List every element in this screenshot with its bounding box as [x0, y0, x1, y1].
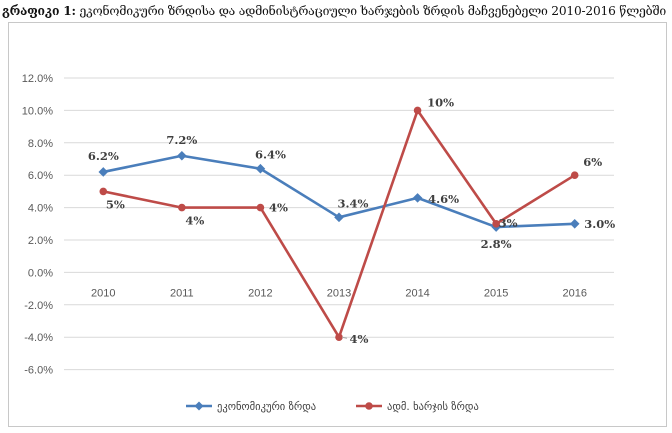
y-tick-label: 8.0% — [28, 138, 53, 150]
point-marker-circle — [413, 106, 422, 115]
label-leader-line — [341, 336, 348, 339]
point-marker-diamond — [334, 212, 344, 223]
x-tick-label: 2014 — [405, 287, 429, 299]
point-marker-circle — [570, 171, 579, 179]
data-label: 4% — [185, 214, 204, 228]
data-label: 3% — [499, 216, 518, 230]
legend-label-1: ადმ. ხარჯის ზრდა — [387, 401, 479, 413]
y-tick-label: -6.0% — [24, 365, 53, 377]
data-label: 7.2% — [166, 133, 197, 147]
x-tick-label: 2015 — [484, 287, 508, 299]
x-axis-ticks: 2010 2011 2012 2013 2014 2015 2016 — [91, 287, 587, 299]
y-axis-ticks: 12.0% 10.0% 8.0% 6.0% 4.0% 2.0% 0.0% -2.0% -4.0%… — [22, 73, 53, 377]
data-label: 2.8% — [481, 237, 512, 251]
point-marker-circle — [492, 220, 500, 228]
gridlines — [64, 77, 614, 371]
caption-text: ეკონომიკური ზრდისა და ადმინისტრაციული ხა… — [75, 4, 667, 18]
point-marker-diamond — [569, 219, 580, 229]
data-label: 6.4% — [255, 148, 286, 162]
x-tick-label: 2011 — [170, 287, 194, 299]
y-tick-label: 10.0% — [22, 105, 53, 117]
y-tick-label: 12.0% — [22, 73, 53, 85]
data-label: 4% — [350, 332, 369, 346]
data-label: 3.0% — [584, 217, 615, 231]
point-marker-diamond — [98, 167, 109, 177]
point-marker-circle — [99, 187, 108, 196]
point-marker-circle — [335, 333, 343, 342]
data-label: 6.2% — [88, 149, 119, 163]
y-tick-label: 6.0% — [28, 170, 53, 182]
legend: ეკონომიკური ზრდა ადმ. ხარჯის ზრდა — [186, 401, 479, 413]
data-label: 3.4% — [338, 196, 369, 210]
point-marker-diamond — [177, 150, 187, 161]
y-tick-label: -2.0% — [24, 300, 53, 312]
y-tick-label: -4.0% — [24, 332, 53, 344]
data-labels: 6.2% 7.2% 6.4% 3.4% 4.6% 2.8% 3.0% 5% 4% 4% 4% 10% 3… — [88, 95, 615, 346]
point-marker-diamond — [412, 193, 423, 203]
y-tick-label: 2.0% — [28, 235, 53, 247]
x-tick-label: 2010 — [91, 287, 115, 299]
data-label: 6% — [583, 155, 602, 169]
series-lines — [98, 106, 580, 342]
point-marker-circle — [178, 203, 186, 212]
data-label: 5% — [106, 197, 125, 211]
x-tick-label: 2013 — [327, 287, 351, 299]
data-label: 10% — [427, 95, 454, 109]
y-tick-label: 4.0% — [28, 203, 53, 215]
y-tick-label: 0.0% — [28, 267, 53, 279]
caption-label: გრაფიკი 1: — [2, 4, 76, 18]
x-tick-label: 2012 — [248, 287, 272, 299]
chart-caption: გრაფიკი 1: ეკონომიკური ზრდისა და ადმინის… — [2, 4, 670, 18]
data-label: 4% — [269, 201, 288, 215]
legend-marker-circle — [365, 402, 373, 410]
legend-label-0: ეკონომიკური ზრდა — [217, 401, 316, 413]
point-marker-diamond — [255, 163, 266, 174]
data-label: 4.6% — [428, 192, 459, 206]
x-tick-label: 2016 — [562, 287, 586, 299]
legend-marker-diamond — [194, 401, 204, 411]
point-marker-circle — [256, 203, 265, 212]
